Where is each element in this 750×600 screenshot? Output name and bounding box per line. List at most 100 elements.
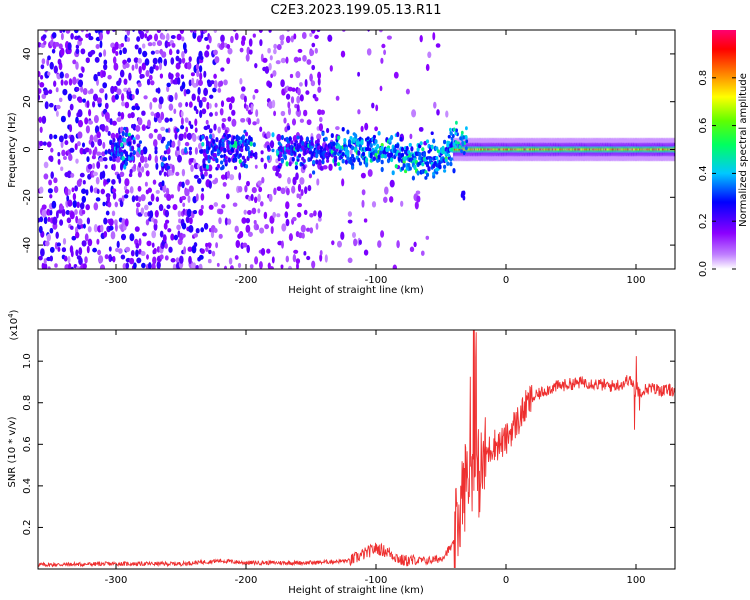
- spectrogram-cell: [120, 254, 126, 260]
- spectrogram-cell: [253, 219, 257, 225]
- spectrogram-cell: [98, 52, 103, 58]
- spectrogram-cell: [341, 127, 345, 132]
- spectrogram-cell: [80, 85, 84, 93]
- spectrogram-cell: [196, 95, 201, 103]
- spectrogram-cell: [185, 179, 190, 186]
- spectrogram-cell: [166, 193, 172, 202]
- spectrogram-cell: [155, 111, 161, 119]
- spectrogram-cell: [416, 195, 421, 203]
- spectrogram-cell: [78, 178, 83, 184]
- spectrogram-cell: [110, 132, 116, 140]
- spectrogram-cell: [63, 133, 68, 140]
- spectrogram-cell: [188, 101, 193, 108]
- spectrogram-cell: [317, 109, 322, 116]
- spectrogram-x-axis: -300 -200 -100 0 100: [105, 30, 646, 286]
- spectrogram-cell: [215, 242, 219, 249]
- spectrogram-cell: [312, 170, 316, 175]
- spectrogram-cell: [149, 210, 154, 219]
- spectrogram-cell: [291, 216, 297, 222]
- spectrogram-cell: [199, 109, 203, 119]
- spectrogram-cell: [104, 102, 109, 110]
- spectrogram-cell: [170, 34, 176, 40]
- spectrogram-cell: [268, 193, 273, 202]
- spectrogram-cell: [259, 201, 264, 207]
- spectrogram-cell: [135, 88, 140, 96]
- spectrogram-cell: [49, 209, 53, 216]
- spectrogram-cell: [400, 146, 405, 152]
- spectrogram-cell: [319, 146, 323, 151]
- spectrogram-cell: [389, 179, 395, 188]
- spectrogram-cell: [208, 103, 212, 109]
- spectrogram-cell: [238, 185, 243, 193]
- spectrogram-cell: [51, 32, 57, 39]
- spectrogram-cell: [142, 232, 147, 237]
- spectrogram-cell: [351, 153, 355, 159]
- spectrogram-cell: [193, 158, 197, 164]
- spectrogram-cell: [198, 79, 203, 86]
- spectrogram-cell: [96, 131, 101, 139]
- spectrogram-cell: [374, 139, 378, 144]
- spectrogram-cell: [455, 120, 458, 125]
- spectrogram-cell: [254, 62, 258, 69]
- spectrogram-cell: [281, 223, 287, 232]
- spectrogram-cell: [257, 193, 261, 203]
- spectrogram-cell: [115, 51, 119, 56]
- spectrogram-cell: [164, 255, 169, 261]
- spectrogram-cell: [131, 123, 135, 129]
- spectrogram-cell: [80, 223, 84, 229]
- spectrogram-cell: [358, 239, 362, 245]
- spectrogram-cell: [301, 32, 307, 39]
- spectrogram-cell: [376, 143, 380, 149]
- spectrogram-cell: [39, 186, 44, 194]
- spectrogram-cell: [128, 72, 132, 81]
- spectrogram-cell: [202, 149, 206, 153]
- spectrogram-cell: [119, 49, 123, 56]
- spectrogram-cell: [89, 185, 94, 193]
- spectrogram-cell: [147, 119, 151, 128]
- spectrogram-cell: [98, 32, 104, 41]
- spectrogram-cell: [276, 186, 282, 192]
- spectrogram-cell: [261, 176, 265, 184]
- spectrogram-cell: [82, 179, 86, 185]
- spectrogram-cell: [192, 196, 198, 204]
- spectrogram-cell: [112, 163, 116, 171]
- spectrogram-cell: [111, 120, 117, 126]
- spectrogram-cell: [287, 150, 291, 155]
- spectrogram-cell: [209, 94, 214, 99]
- spectrogram-cell: [465, 126, 468, 131]
- spectrogram-cell: [451, 147, 454, 152]
- spectrogram-cell: [443, 164, 447, 170]
- spectrogram-cell: [160, 126, 166, 132]
- spectrogram-cell: [208, 204, 214, 210]
- spectrogram-cell: [141, 262, 146, 269]
- spectrogram-cell: [316, 138, 320, 144]
- spectrogram-cell: [149, 101, 153, 110]
- spectrogram-cell: [59, 30, 63, 33]
- spectrogram-cell: [138, 196, 142, 203]
- spectrogram-cell: [309, 49, 315, 56]
- spectrogram-cell: [211, 133, 215, 140]
- spectrogram-cell: [88, 148, 92, 155]
- snr-x-tick-label: -200: [235, 575, 258, 586]
- spectrogram-cell: [98, 255, 104, 264]
- spectrogram-cell: [179, 30, 185, 35]
- spectrogram-cell: [315, 159, 319, 165]
- spectrogram-cell: [129, 233, 135, 242]
- spectrogram-cell: [186, 61, 192, 70]
- spectrogram-cell: [380, 230, 385, 238]
- spectrogram-cell: [80, 48, 86, 55]
- spectrogram-cell: [207, 158, 211, 164]
- spectrogram-cell: [61, 208, 66, 217]
- spectrogram-cell: [317, 217, 322, 222]
- spectrogram-cell: [435, 146, 439, 151]
- spectrogram-cell: [259, 39, 263, 47]
- spectrogram-cell: [213, 73, 217, 79]
- spectrogram-cell: [276, 44, 282, 51]
- spectrogram-cell: [256, 118, 260, 125]
- spectrogram-cell: [209, 133, 213, 140]
- spectrogram-cell: [209, 112, 213, 117]
- spectrogram-cell: [346, 151, 350, 157]
- spectrogram-cell: [435, 43, 441, 48]
- spectrogram-cell: [227, 218, 232, 225]
- spectrogram-cell: [103, 217, 108, 225]
